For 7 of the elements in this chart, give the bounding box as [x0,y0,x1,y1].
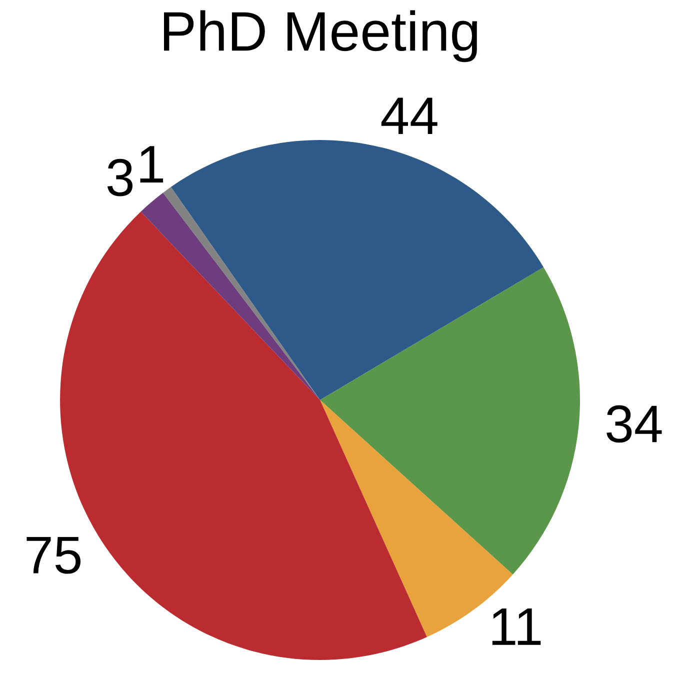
data-label: 3 [107,158,133,196]
data-label: 1 [140,146,164,182]
data-label: 34 [606,405,662,443]
data-label: 44 [381,98,438,134]
data-label: 75 [26,536,81,574]
chart-title: PhD Meeting [164,10,478,62]
data-label: 11 [492,608,541,645]
